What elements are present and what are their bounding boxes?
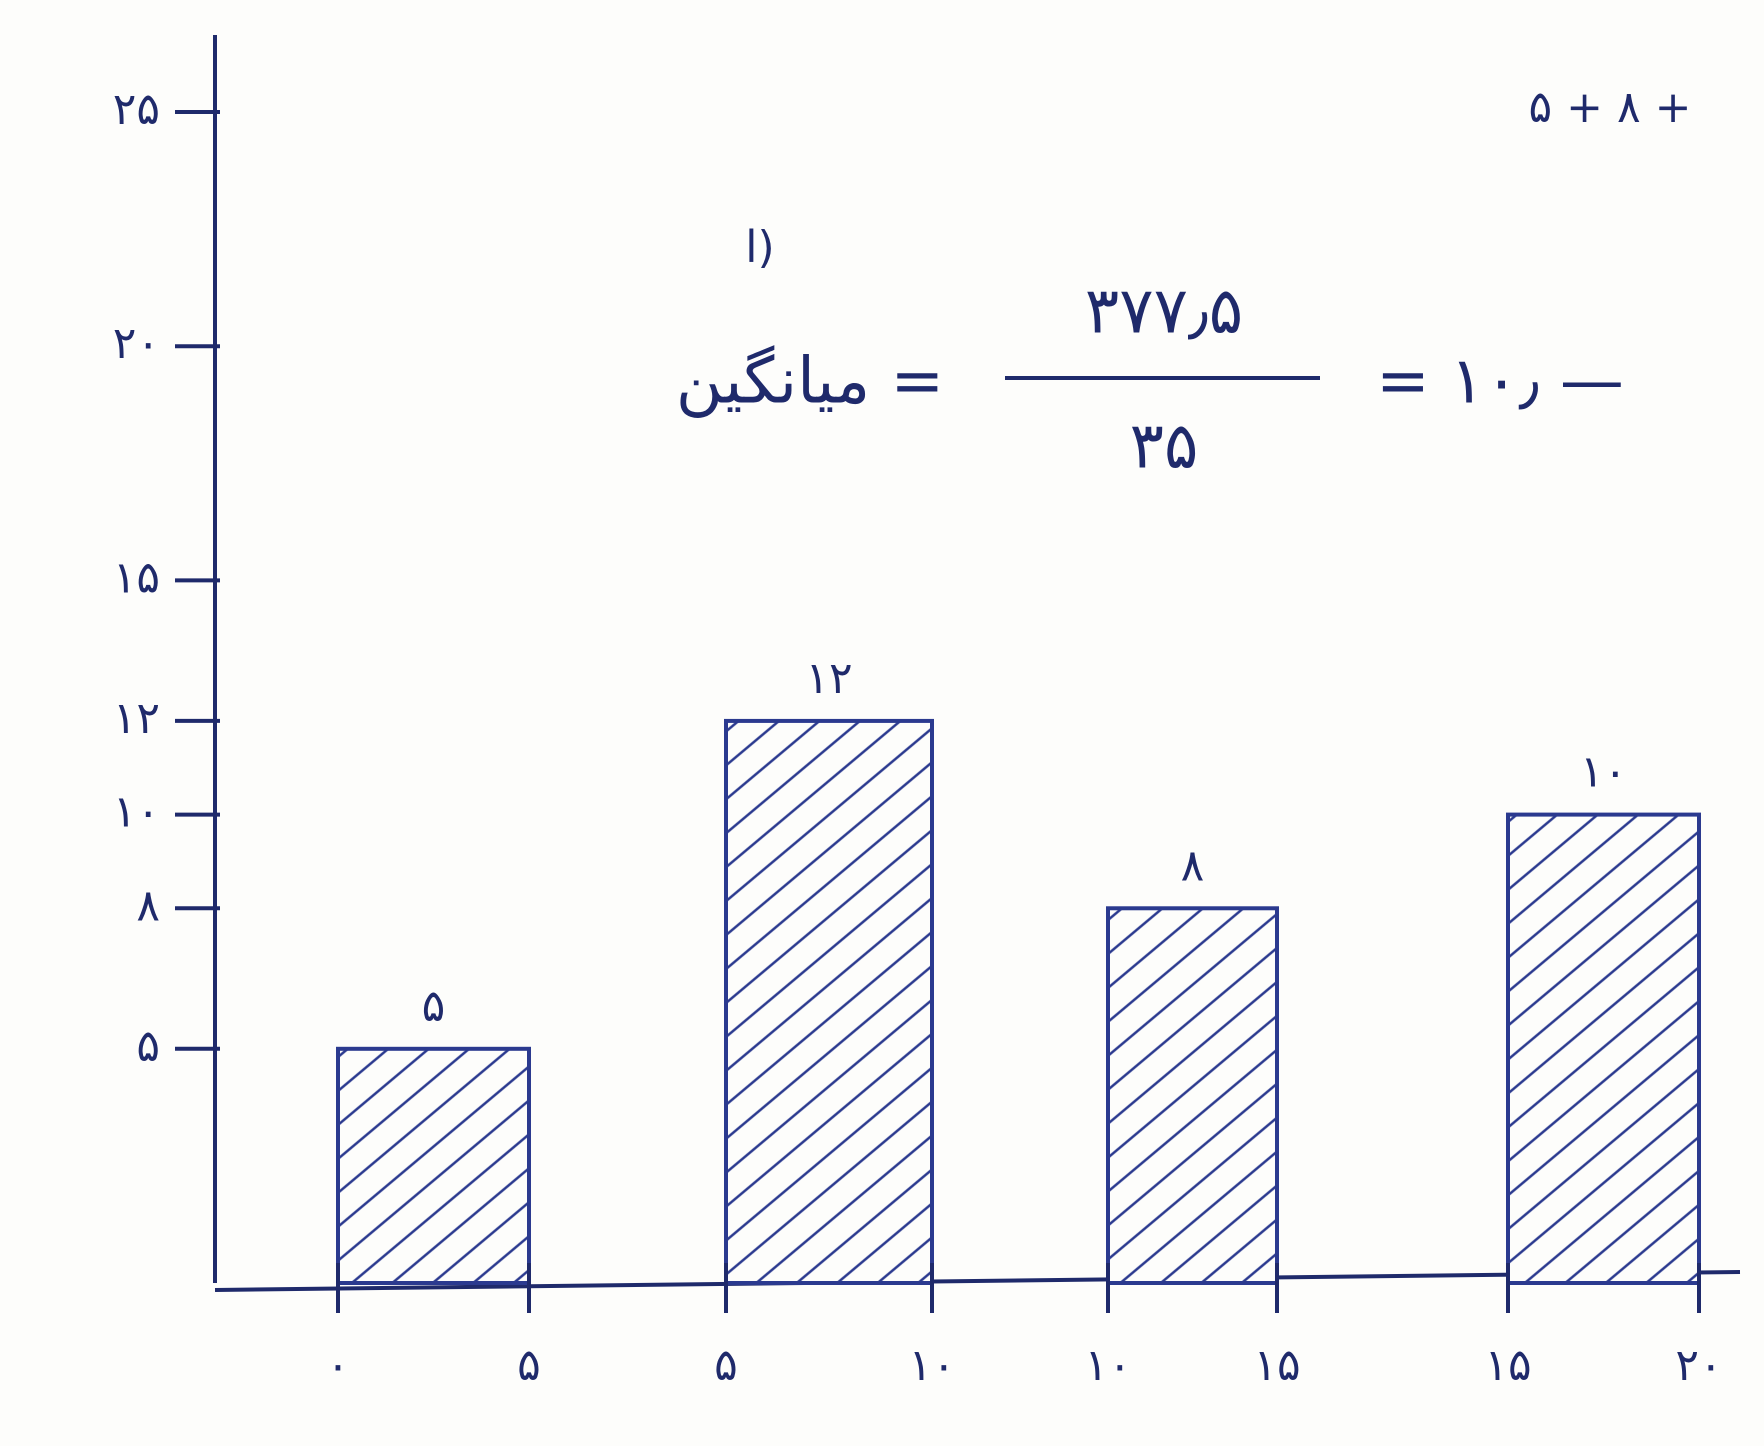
bar xyxy=(1508,815,1699,1283)
bar xyxy=(726,721,932,1283)
value-label: ۱۰ xyxy=(1580,747,1627,798)
y-tick-label: ۲۵ xyxy=(113,84,160,135)
value-label: ۱۲ xyxy=(805,653,852,704)
top-note: ۵ + ۸ + xyxy=(1529,82,1692,133)
chart: ۵ + ۸ + ا) میانگین = ۳۷۷٫۵ ۳۵ = ۱۰٫ — ۵ ۸… xyxy=(0,0,1764,1446)
y-tick-label: ۲۰ xyxy=(113,318,160,369)
x-tick-label: ۱۵ xyxy=(1484,1340,1531,1391)
value-label: ۵ xyxy=(422,981,446,1032)
result: = ۱۰٫ — xyxy=(1376,345,1624,419)
x-tick-label: ۰ xyxy=(326,1340,350,1391)
y-tick-label: ۸ xyxy=(136,880,160,931)
y-tick-label: ۵ xyxy=(136,1021,160,1072)
part-label: ا) xyxy=(745,222,774,273)
denominator: ۳۵ xyxy=(1130,410,1199,484)
y-tick-label: ۱۵ xyxy=(113,552,160,603)
x-tick-label: ۱۰ xyxy=(1084,1340,1131,1391)
x-tick-label: ۲۰ xyxy=(1675,1340,1722,1391)
x-tick-label: ۱۰ xyxy=(908,1340,955,1391)
mean-label: میانگین = xyxy=(676,345,944,419)
y-tick-label: ۱۲ xyxy=(113,693,160,744)
bar xyxy=(1108,908,1277,1283)
y-tick-label: ۱۰ xyxy=(113,787,160,838)
value-label: ۸ xyxy=(1181,840,1205,891)
bar xyxy=(338,1049,529,1283)
numerator: ۳۷۷٫۵ xyxy=(1085,275,1243,349)
x-tick-label: ۵ xyxy=(517,1340,541,1391)
x-tick-label: ۱۵ xyxy=(1253,1340,1300,1391)
page: ۵ + ۸ + ا) میانگین = ۳۷۷٫۵ ۳۵ = ۱۰٫ — ۵ ۸… xyxy=(0,0,1764,1446)
x-tick-label: ۵ xyxy=(714,1340,738,1391)
